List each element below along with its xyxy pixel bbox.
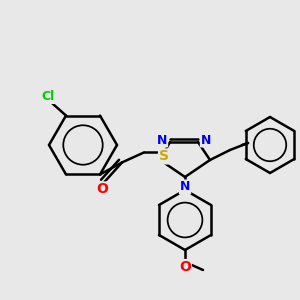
Text: O: O [96,182,108,197]
Text: Cl: Cl [41,90,55,103]
Text: N: N [157,134,167,146]
Text: N: N [201,134,211,146]
Text: S: S [159,149,169,164]
Text: O: O [179,260,191,274]
Text: N: N [180,181,190,194]
